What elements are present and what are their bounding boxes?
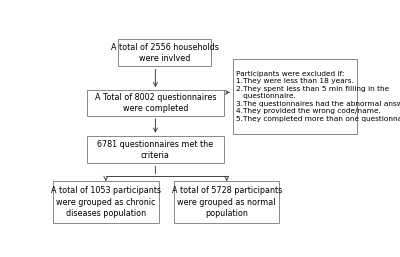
FancyBboxPatch shape [233,59,357,134]
Text: A total of 1053 participants
were grouped as chronic
diseases population: A total of 1053 participants were groupe… [51,186,161,218]
Text: Participants were excluded if:
1.They were less than 18 years.
2.They spent less: Participants were excluded if: 1.They we… [236,71,400,122]
FancyBboxPatch shape [87,136,224,163]
Text: A Total of 8002 questionnaires
were completed: A Total of 8002 questionnaires were comp… [95,93,216,113]
FancyBboxPatch shape [87,90,224,116]
FancyBboxPatch shape [53,181,158,223]
FancyBboxPatch shape [174,181,279,223]
Text: A total of 5728 participants
were grouped as normal
population: A total of 5728 participants were groupe… [172,186,282,218]
Text: A total of 2556 households
were invlved: A total of 2556 households were invlved [111,43,219,63]
Text: 6781 questionnaires met the
criteria: 6781 questionnaires met the criteria [97,140,214,160]
FancyBboxPatch shape [118,39,211,67]
